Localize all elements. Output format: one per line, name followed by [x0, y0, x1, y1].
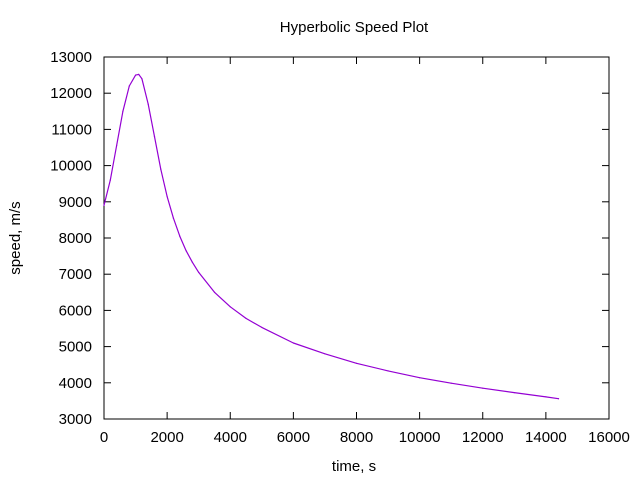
y-axis-label: speed, m/s [7, 201, 24, 274]
y-axis-ticks: 3000 4000 5000 6000 7000 8000 9000 10000 11000 12… [50, 49, 609, 428]
y-tick-label: 10000 [50, 158, 92, 175]
x-tick-label: 0 [100, 429, 108, 446]
data-point [213, 291, 216, 293]
x-tick-label: 14000 [525, 429, 567, 446]
data-point [513, 392, 515, 394]
y-tick-label: 13000 [50, 49, 92, 66]
x-tick-label: 12000 [462, 429, 504, 446]
data-point [324, 353, 326, 355]
data-point [191, 261, 193, 263]
y-tick-label: 9000 [59, 194, 92, 211]
x-axis-label: time, s [332, 458, 376, 475]
data-point [245, 317, 247, 319]
x-tick-label: 6000 [277, 429, 310, 446]
data-point [122, 110, 124, 112]
data-point [172, 217, 174, 219]
data-point [292, 342, 294, 344]
data-point [160, 168, 162, 170]
x-tick-label: 2000 [150, 429, 183, 446]
data-point [147, 103, 149, 105]
data-point [450, 382, 452, 384]
data-point [261, 326, 263, 328]
chart-title: Hyperbolic Speed Plot [280, 19, 429, 36]
data-point [419, 377, 421, 379]
x-tick-label: 4000 [214, 429, 247, 446]
plot-area-border [103, 56, 610, 420]
data-point [153, 136, 156, 138]
data-point [135, 74, 137, 76]
data-point [109, 179, 111, 181]
data-point [185, 250, 187, 252]
data-point [355, 362, 358, 364]
y-tick-label: 6000 [59, 302, 92, 319]
data-point [166, 195, 168, 197]
data-point [138, 73, 140, 75]
x-tick-label: 10000 [399, 429, 441, 446]
y-tick-label: 7000 [59, 266, 92, 283]
x-tick-label: 8000 [340, 429, 373, 446]
data-point [128, 85, 130, 87]
data-point [557, 398, 560, 400]
data-point [545, 396, 547, 398]
y-tick-label: 5000 [59, 339, 92, 356]
y-tick-label: 4000 [59, 375, 92, 392]
y-tick-label: 11000 [51, 121, 92, 138]
y-tick-label: 8000 [59, 230, 92, 247]
data-point [179, 235, 181, 237]
data-point [482, 387, 484, 389]
x-axis-ticks: 0 2000 4000 6000 8000 10000 12000 14000 16000 [100, 57, 630, 446]
data-point [387, 370, 389, 372]
data-point [141, 78, 143, 80]
data-point [116, 145, 118, 147]
data-point [229, 306, 231, 308]
y-tick-label: 12000 [50, 85, 92, 102]
data-point [103, 204, 105, 206]
series-line-speed [103, 73, 560, 400]
data-point [198, 271, 200, 273]
y-tick-label: 3000 [59, 411, 92, 428]
x-tick-label: 16000 [588, 429, 630, 446]
series-layer [103, 73, 560, 400]
